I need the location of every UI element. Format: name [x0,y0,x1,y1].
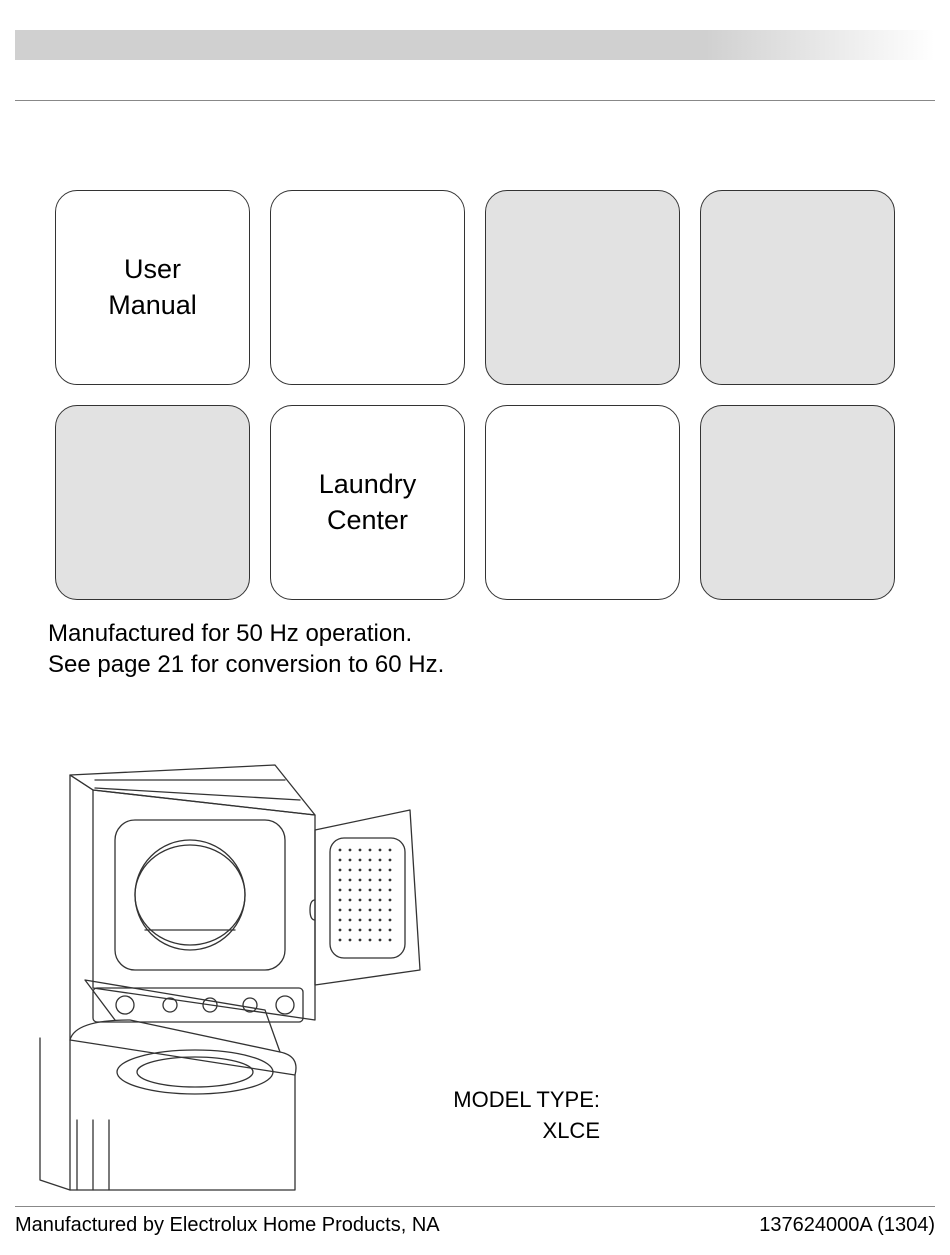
note-line1: Manufactured for 50 Hz operation. [48,618,444,649]
footer-manufacturer: Manufactured by Electrolux Home Products… [15,1214,440,1237]
laundry-center-illustration [15,720,445,1200]
tile-blank-shaded [485,190,680,385]
tile-blank-shaded [700,190,895,385]
header-rule [15,100,935,101]
footer-partnumber: 137624000A (1304) [759,1214,935,1237]
tile-label: LaundryCenter [319,467,417,537]
header-gradient-bar [15,30,935,60]
tile-blank-shaded [55,405,250,600]
tile-blank [485,405,680,600]
frequency-note: Manufactured for 50 Hz operation. See pa… [48,618,444,680]
model-value: XLCE [400,1116,600,1147]
tile-blank [270,190,465,385]
note-line2: See page 21 for conversion to 60 Hz. [48,649,444,680]
model-type-block: MODEL TYPE: XLCE [400,1085,600,1147]
model-label: MODEL TYPE: [400,1085,600,1116]
tile-grid: UserManual LaundryCenter [55,190,895,600]
tile-blank-shaded [700,405,895,600]
footer-rule [15,1206,935,1207]
tile-label: UserManual [108,252,197,322]
tile-laundry-center: LaundryCenter [270,405,465,600]
tile-user-manual: UserManual [55,190,250,385]
